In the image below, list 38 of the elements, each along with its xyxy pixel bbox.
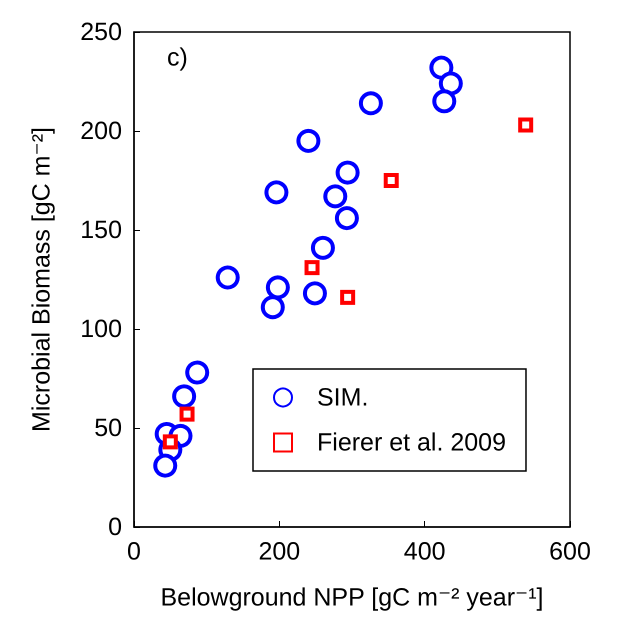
point	[438, 71, 463, 96]
y-tick-label: 100	[80, 315, 122, 343]
point	[180, 406, 195, 422]
point	[302, 281, 327, 306]
point	[429, 56, 454, 80]
point	[340, 290, 356, 305]
point	[310, 236, 335, 260]
point	[185, 360, 210, 385]
y-tick-label: 0	[108, 513, 122, 541]
x-tick-label: 200	[258, 538, 300, 566]
annotation: c)	[167, 44, 188, 72]
point	[336, 160, 360, 185]
x-tick-label: 400	[404, 538, 446, 566]
point	[518, 118, 534, 133]
point	[216, 266, 240, 290]
x-tick-label: 600	[549, 538, 591, 566]
y-axis-title: Microbial Biomass [gC m⁻²]	[28, 127, 56, 432]
point	[153, 454, 178, 478]
point	[266, 275, 290, 300]
point	[304, 260, 320, 276]
point	[172, 384, 196, 408]
y-tick-label: 250	[80, 18, 122, 46]
y-tick-label: 150	[80, 216, 122, 244]
y-tick-label: 200	[80, 117, 122, 145]
legend-label: SIM.	[317, 384, 368, 412]
point	[323, 184, 348, 208]
point	[384, 173, 399, 188]
point	[432, 89, 456, 114]
point	[358, 91, 383, 116]
legend-label: Fierer et al. 2009	[317, 428, 506, 456]
point	[264, 180, 288, 204]
x-axis-title: Belowground NPP [gC m⁻² year⁻¹]	[160, 584, 544, 612]
x-tick-label: 0	[127, 538, 141, 566]
y-tick-label: 50	[94, 414, 122, 442]
point	[162, 434, 178, 450]
point	[260, 295, 285, 320]
point	[296, 128, 320, 153]
point	[334, 206, 359, 230]
